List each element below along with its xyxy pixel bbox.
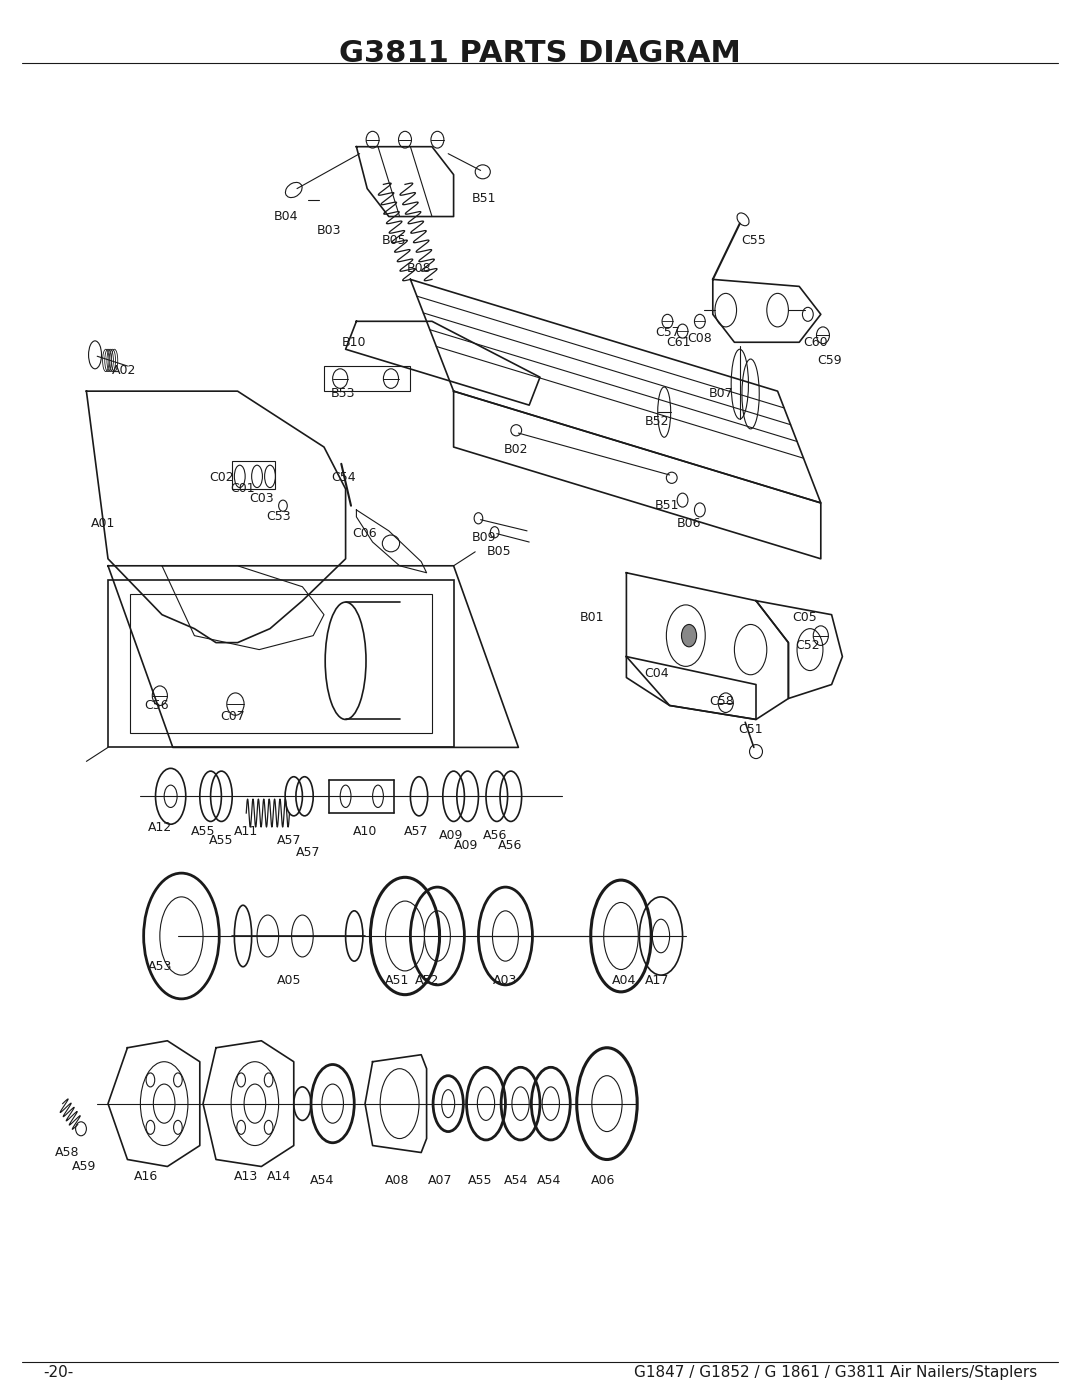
- Ellipse shape: [681, 624, 697, 647]
- Text: A53: A53: [148, 960, 172, 974]
- Text: A08: A08: [386, 1173, 409, 1187]
- Bar: [232, 461, 275, 489]
- Text: C57: C57: [656, 326, 679, 339]
- Text: C54: C54: [332, 471, 355, 485]
- Text: A55: A55: [469, 1173, 492, 1187]
- Text: B05: B05: [382, 233, 406, 247]
- Text: B05: B05: [487, 545, 511, 559]
- Text: A54: A54: [537, 1173, 561, 1187]
- Text: B53: B53: [332, 387, 355, 401]
- Text: B01: B01: [580, 610, 604, 624]
- Text: C07: C07: [220, 710, 244, 724]
- Text: B09: B09: [472, 531, 496, 545]
- Text: B51: B51: [472, 191, 496, 205]
- Text: B06: B06: [677, 517, 701, 531]
- Text: C60: C60: [804, 335, 827, 349]
- Text: B10: B10: [342, 335, 366, 349]
- Text: C58: C58: [710, 694, 733, 708]
- Text: B51: B51: [656, 499, 679, 513]
- Text: A51: A51: [386, 974, 409, 988]
- Text: A17: A17: [645, 974, 669, 988]
- Text: A09: A09: [440, 828, 463, 842]
- Text: C59: C59: [818, 353, 841, 367]
- Text: B02: B02: [504, 443, 528, 457]
- Text: C53: C53: [267, 510, 291, 524]
- Text: B08: B08: [407, 261, 431, 275]
- Text: A58: A58: [55, 1146, 79, 1160]
- Text: A06: A06: [591, 1173, 615, 1187]
- Text: A03: A03: [494, 974, 517, 988]
- Text: A07: A07: [429, 1173, 453, 1187]
- Text: A01: A01: [91, 517, 114, 531]
- Text: -20-: -20-: [43, 1365, 73, 1380]
- Text: A52: A52: [415, 974, 438, 988]
- Text: A04: A04: [612, 974, 636, 988]
- Text: A56: A56: [498, 838, 522, 852]
- Text: A55: A55: [191, 824, 215, 838]
- Text: C56: C56: [145, 698, 168, 712]
- Text: A57: A57: [278, 834, 301, 848]
- Text: A54: A54: [310, 1173, 334, 1187]
- Bar: [324, 366, 410, 391]
- Text: C03: C03: [249, 492, 273, 506]
- Text: A57: A57: [404, 824, 428, 838]
- Bar: [130, 594, 432, 733]
- Text: A55: A55: [210, 834, 233, 848]
- Text: B04: B04: [274, 210, 298, 224]
- Text: A11: A11: [234, 824, 258, 838]
- Text: C55: C55: [742, 233, 766, 247]
- Bar: [108, 580, 454, 747]
- Text: A16: A16: [134, 1169, 158, 1183]
- Text: C01: C01: [231, 482, 255, 496]
- Text: C51: C51: [739, 722, 762, 736]
- Text: A10: A10: [353, 824, 377, 838]
- Text: A59: A59: [72, 1160, 96, 1173]
- Text: C06: C06: [353, 527, 377, 541]
- Text: C08: C08: [688, 331, 712, 345]
- Text: B03: B03: [318, 224, 341, 237]
- Text: A54: A54: [504, 1173, 528, 1187]
- Text: A57: A57: [296, 845, 320, 859]
- Text: A14: A14: [267, 1169, 291, 1183]
- Text: B07: B07: [710, 387, 733, 401]
- Text: A56: A56: [483, 828, 507, 842]
- Text: A05: A05: [278, 974, 301, 988]
- Text: C05: C05: [793, 610, 816, 624]
- Text: G1847 / G1852 / G 1861 / G3811 Air Nailers/Staplers: G1847 / G1852 / G 1861 / G3811 Air Naile…: [634, 1365, 1037, 1380]
- Text: C02: C02: [210, 471, 233, 485]
- Text: A09: A09: [455, 838, 478, 852]
- Text: C61: C61: [666, 335, 690, 349]
- Text: G3811 PARTS DIAGRAM: G3811 PARTS DIAGRAM: [339, 39, 741, 68]
- Text: A13: A13: [234, 1169, 258, 1183]
- Text: A02: A02: [112, 363, 136, 377]
- Text: C04: C04: [645, 666, 669, 680]
- Text: B52: B52: [645, 415, 669, 429]
- Text: C52: C52: [796, 638, 820, 652]
- Text: A12: A12: [148, 820, 172, 834]
